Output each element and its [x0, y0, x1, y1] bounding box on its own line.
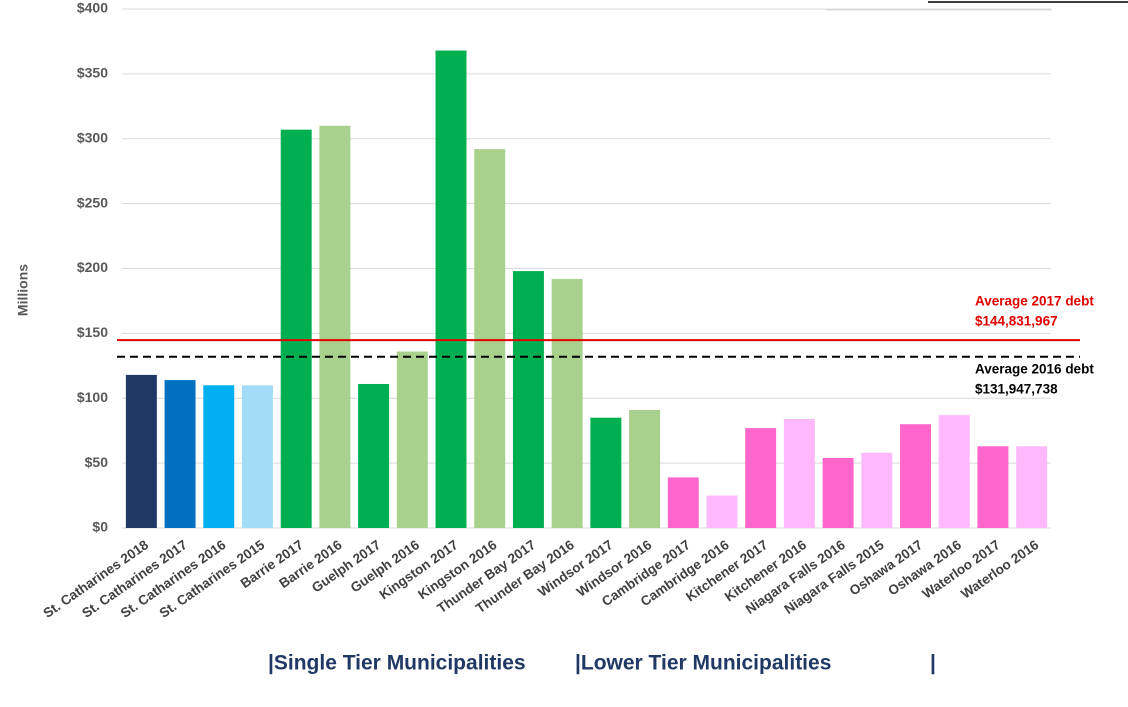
bar: [125, 374, 157, 528]
bar: [551, 278, 583, 528]
bar: [203, 385, 235, 528]
group-label: |Lower Tier Municipalities: [575, 652, 831, 675]
reference-label: Average 2017 debt: [975, 294, 1094, 309]
bar: [706, 495, 738, 528]
bar: [938, 415, 970, 528]
bar: [861, 452, 893, 528]
bar: [900, 424, 932, 528]
bar: [396, 351, 428, 528]
group-label: |: [930, 652, 936, 675]
bar: [358, 383, 390, 528]
bar: [435, 50, 467, 529]
y-tick-label: $100: [77, 389, 108, 405]
bar: [1016, 446, 1048, 528]
reference-value: $144,831,967: [975, 314, 1058, 329]
y-tick-label: $50: [85, 454, 109, 470]
bar: [977, 446, 1009, 528]
bar: [822, 457, 854, 528]
bar: [164, 380, 196, 528]
bar: [280, 129, 312, 529]
bar: [590, 417, 622, 528]
y-tick-label: $150: [77, 324, 108, 340]
reference-value: $131,947,738: [975, 382, 1058, 397]
y-tick-label: $300: [77, 129, 108, 145]
y-tick-label: $0: [92, 519, 108, 535]
bar: [783, 419, 815, 528]
bar: [629, 409, 661, 528]
bar: [667, 477, 699, 528]
y-axis-label: Millions: [15, 264, 31, 316]
y-tick-label: $200: [77, 259, 108, 275]
bar: [745, 428, 777, 528]
reference-label: Average 2016 debt: [975, 362, 1094, 377]
y-tick-label: $250: [77, 194, 108, 210]
bar: [319, 125, 351, 529]
group-label: |Single Tier Municipalities: [268, 652, 526, 675]
bar: [241, 385, 273, 528]
y-tick-label: $350: [77, 65, 108, 81]
y-tick-label: $400: [77, 0, 108, 16]
bar: [474, 149, 506, 528]
bar: [512, 271, 544, 528]
